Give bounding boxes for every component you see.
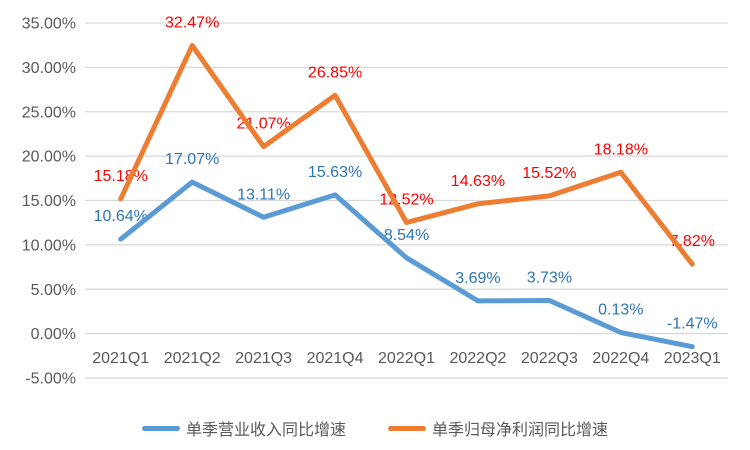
y-axis-tick-label: 0.00% xyxy=(31,326,76,343)
chart-legend: 单季营业收入同比增速 单季归母净利润同比增速 xyxy=(0,401,750,450)
series-line-0[interactable] xyxy=(118,179,695,350)
y-axis-tick-label: 10.00% xyxy=(22,237,76,254)
data-label: 0.13% xyxy=(598,301,643,318)
x-axis-tick-label: 2022Q3 xyxy=(521,350,578,367)
data-label: 12.52% xyxy=(379,192,433,209)
data-label: 26.85% xyxy=(308,64,362,81)
data-label: 3.69% xyxy=(455,270,500,287)
x-axis-tick-label: 2021Q4 xyxy=(307,350,364,367)
data-label: 13.11% xyxy=(237,186,290,203)
x-axis-tick-label: 2022Q2 xyxy=(449,350,506,367)
series-line-1[interactable] xyxy=(118,43,695,267)
y-axis-tick-label: 25.00% xyxy=(22,104,76,121)
data-label: 15.63% xyxy=(308,164,362,181)
data-label: 3.73% xyxy=(527,270,572,287)
legend-swatch-revenue-growth-icon xyxy=(141,425,180,431)
legend-label-net-profit-growth: 单季归母净利润同比增速 xyxy=(432,422,609,439)
y-axis-tick-label: 35.00% xyxy=(22,16,76,33)
legend-swatch-net-profit-growth-icon xyxy=(388,425,426,431)
y-axis-tick-label: 15.00% xyxy=(22,193,76,210)
y-axis-tick-label: 30.00% xyxy=(22,60,76,77)
x-axis-tick-label: 2021Q2 xyxy=(164,350,221,367)
x-axis-tick-label: 2023Q1 xyxy=(664,350,721,367)
data-label: 18.18% xyxy=(594,141,648,158)
data-label: -1.47% xyxy=(667,316,718,333)
data-label: 32.47% xyxy=(165,14,219,31)
y-axis-tick-label: 5.00% xyxy=(31,282,76,299)
data-label: 14.63% xyxy=(451,173,505,190)
data-label: 10.64% xyxy=(94,208,148,225)
y-axis-tick-label: 20.00% xyxy=(22,149,76,166)
x-axis-tick-label: 2022Q1 xyxy=(378,350,435,367)
data-label: 8.54% xyxy=(384,227,429,244)
legend-item-revenue-growth[interactable]: 单季营业收入同比增速 xyxy=(141,416,346,440)
data-label: 15.52% xyxy=(522,165,576,182)
x-axis-tick-label: 2021Q1 xyxy=(92,350,149,367)
x-axis-tick-label: 2022Q4 xyxy=(592,350,649,367)
data-label: 15.18% xyxy=(94,168,148,185)
plot-area: -5.00% 0.00% 5.00% 10.00% 15.00% 20.00% 25.00%… xyxy=(22,14,728,388)
data-label: 17.07% xyxy=(165,151,219,168)
legend-item-net-profit-growth[interactable]: 单季归母净利润同比增速 xyxy=(388,416,608,440)
legend-label-revenue-growth: 单季营业收入同比增速 xyxy=(185,422,346,439)
y-axis-tick-label: -5.00% xyxy=(25,371,76,388)
x-axis-tick-label: 2021Q3 xyxy=(235,350,292,367)
